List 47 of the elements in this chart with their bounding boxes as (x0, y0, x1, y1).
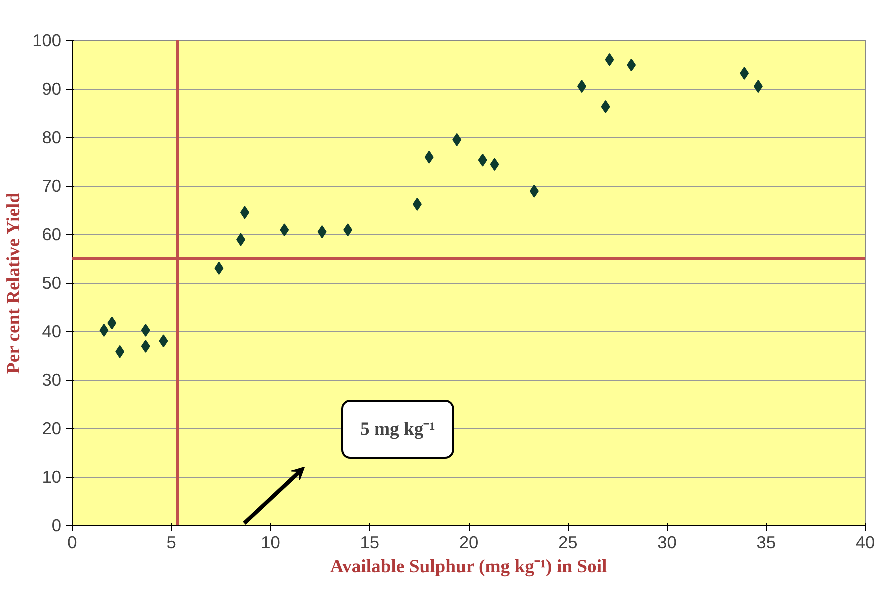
y-tick-label: 80 (42, 128, 62, 148)
x-axis-title: Available Sulphur (mg kg⁻¹) in Soil (330, 556, 608, 578)
point (412, 198, 422, 211)
point (236, 233, 246, 246)
point (478, 154, 488, 167)
y-tick-label: 50 (42, 273, 62, 293)
y-tick-label: 70 (42, 176, 62, 196)
point (490, 158, 500, 172)
point (754, 80, 763, 94)
point (159, 334, 168, 348)
x-tick-label: 10 (261, 532, 280, 552)
x-tick-label: 25 (558, 532, 578, 552)
point (141, 340, 150, 354)
point (100, 324, 109, 338)
point (108, 316, 117, 330)
point (578, 80, 587, 94)
y-tick-label: 0 (52, 516, 62, 536)
y-tick-label: 40 (42, 322, 62, 342)
point (318, 226, 327, 239)
point (214, 262, 224, 275)
y-axis-title: Per cent Relative Yield (4, 192, 25, 374)
x-tick-label: 40 (856, 532, 876, 552)
x-tick-label: 20 (459, 532, 479, 552)
point (280, 224, 290, 237)
x-tick-label: 35 (756, 532, 776, 552)
y-tick-label: 90 (42, 79, 62, 99)
point (740, 66, 750, 80)
point (530, 184, 539, 198)
y-tick-label: 20 (42, 418, 62, 438)
point (605, 53, 614, 66)
x-tick-label: 30 (658, 532, 677, 552)
x-tick-label: 5 (166, 532, 176, 552)
point (424, 150, 434, 164)
point (452, 133, 462, 146)
y-tick-label: 100 (32, 30, 62, 50)
y-tick-label: 30 (42, 370, 62, 390)
point (627, 58, 636, 72)
point (240, 206, 250, 220)
x-tick-label: 0 (68, 532, 78, 552)
point (601, 100, 610, 114)
point (116, 345, 125, 358)
y-tick-label: 60 (42, 224, 62, 244)
x-tick-label: 15 (360, 532, 380, 552)
point (141, 324, 150, 338)
annotation: 5 mg kg⁻¹ (360, 419, 436, 440)
point (344, 224, 353, 237)
y-tick-label: 10 (42, 467, 62, 487)
